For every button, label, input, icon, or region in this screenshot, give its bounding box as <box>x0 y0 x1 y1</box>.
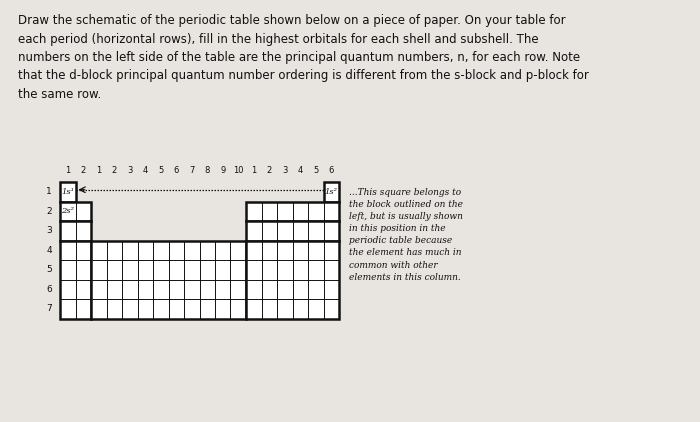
Text: 1s¹: 1s¹ <box>62 188 74 196</box>
Text: 5: 5 <box>158 166 163 175</box>
Bar <box>60 201 91 221</box>
Text: 9: 9 <box>220 166 225 175</box>
Text: 4: 4 <box>143 166 148 175</box>
Text: 6: 6 <box>328 166 334 175</box>
Bar <box>246 221 339 241</box>
Bar <box>91 241 246 319</box>
Text: 2s²: 2s² <box>62 207 74 215</box>
Text: 3: 3 <box>127 166 132 175</box>
Text: 3: 3 <box>46 226 52 235</box>
Bar <box>246 241 339 319</box>
Text: 4: 4 <box>46 246 52 255</box>
Text: 7: 7 <box>46 304 52 313</box>
Text: 8: 8 <box>204 166 210 175</box>
Text: ...This square belongs to
the block outlined on the
left, but is usually shown
i: ...This square belongs to the block outl… <box>349 188 463 282</box>
Text: 2: 2 <box>267 166 272 175</box>
Text: 5: 5 <box>46 265 52 274</box>
Text: 2: 2 <box>111 166 117 175</box>
Bar <box>323 182 339 201</box>
Text: Draw the schematic of the periodic table shown below on a piece of paper. On you: Draw the schematic of the periodic table… <box>18 14 589 101</box>
Text: 5: 5 <box>313 166 319 175</box>
Bar <box>246 201 339 221</box>
Text: 10: 10 <box>233 166 244 175</box>
Text: 1: 1 <box>251 166 256 175</box>
Bar <box>60 221 91 241</box>
Text: 6: 6 <box>174 166 179 175</box>
Text: 4: 4 <box>298 166 303 175</box>
Text: 2: 2 <box>80 166 86 175</box>
Text: 3: 3 <box>282 166 288 175</box>
Text: 1: 1 <box>96 166 101 175</box>
Text: 2: 2 <box>46 207 52 216</box>
Text: 6: 6 <box>46 285 52 294</box>
Text: 7: 7 <box>189 166 195 175</box>
Text: 1s²: 1s² <box>325 188 337 196</box>
Bar <box>60 182 76 201</box>
Text: 1: 1 <box>46 187 52 196</box>
Bar <box>60 241 91 319</box>
Text: 1: 1 <box>65 166 71 175</box>
